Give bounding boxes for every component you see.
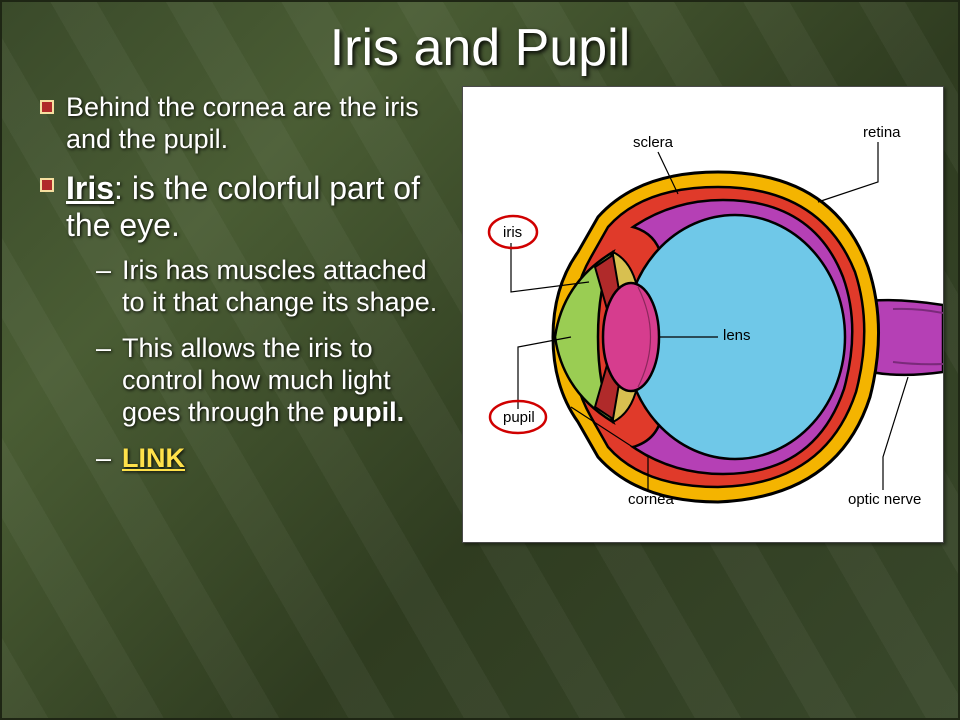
label-cornea-text: cornea <box>628 491 675 508</box>
bullet-2-rest: : is the colorful part of the eye. <box>66 170 420 244</box>
label-iris-text: iris <box>503 224 522 241</box>
figure-column: sclera retina iris lens <box>462 86 944 644</box>
label-sclera-text: sclera <box>633 134 674 151</box>
label-lens-text: lens <box>723 327 751 344</box>
eye-diagram: sclera retina iris lens <box>462 86 944 543</box>
sub-bullet-2: This allows the iris to control how much… <box>96 333 446 429</box>
text-column: Behind the cornea are the iris and the p… <box>36 86 446 644</box>
bullet-1: Behind the cornea are the iris and the p… <box>36 92 446 156</box>
sub-bullet-2-bold: pupil. <box>332 397 404 427</box>
bullet-1-text: Behind the cornea are the iris and the p… <box>66 92 419 154</box>
sub-bullet-1-text: Iris has muscles attached to it that cha… <box>122 255 437 317</box>
link[interactable]: LINK <box>122 443 185 473</box>
sub-bullet-list: Iris has muscles attached to it that cha… <box>66 255 446 474</box>
slide: Iris and Pupil Behind the cornea are the… <box>0 0 960 720</box>
label-retina: retina <box>818 124 901 202</box>
bullet-2: Iris: is the colorful part of the eye. I… <box>36 170 446 475</box>
label-optic-nerve-text: optic nerve <box>848 491 921 508</box>
slide-title: Iris and Pupil <box>2 2 958 78</box>
bullet-list: Behind the cornea are the iris and the p… <box>36 92 446 474</box>
label-retina-text: retina <box>863 124 901 141</box>
sub-bullet-3: LINK <box>96 443 446 475</box>
label-pupil-text: pupil <box>503 409 535 426</box>
bullet-2-term: Iris <box>66 170 114 206</box>
sub-bullet-1: Iris has muscles attached to it that cha… <box>96 255 446 319</box>
eye-svg: sclera retina iris lens <box>463 87 943 542</box>
slide-body: Behind the cornea are the iris and the p… <box>2 78 958 668</box>
